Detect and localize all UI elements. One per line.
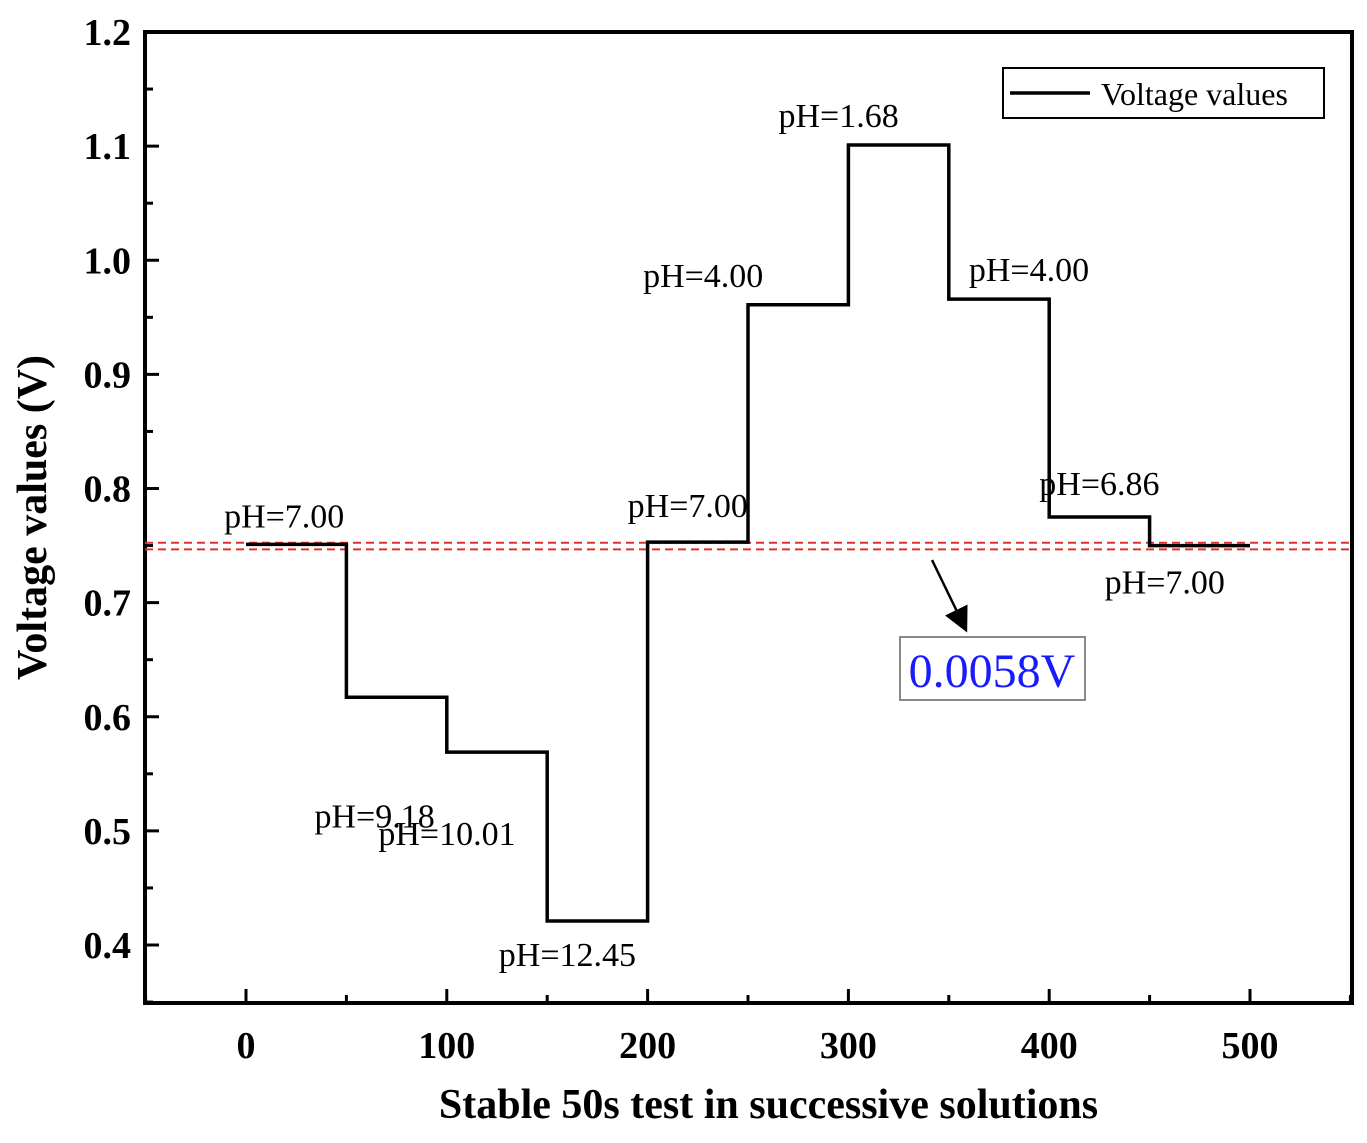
- y-tick-label: 0.8: [84, 469, 132, 511]
- ph-label: pH=7.00: [628, 488, 748, 525]
- voltage-series-line: [246, 143, 1250, 923]
- ph-label: pH=4.00: [643, 258, 763, 295]
- x-tick-label: 400: [1021, 1025, 1078, 1067]
- ph-label: pH=9.18: [314, 798, 434, 835]
- ph-label: pH=4.00: [969, 252, 1089, 289]
- voltage-difference-label: 0.0058V: [909, 645, 1076, 698]
- ph-label: pH=1.68: [778, 98, 898, 135]
- y-tick-label: 0.6: [84, 697, 132, 739]
- y-tick-label: 1.0: [84, 240, 132, 282]
- annotation-arrow: [930, 559, 968, 633]
- y-tick-label: 0.4: [84, 925, 132, 967]
- x-tick-label: 200: [619, 1025, 676, 1067]
- y-tick-label: 0.9: [84, 354, 132, 396]
- x-tick-label: 0: [237, 1025, 256, 1067]
- annotation-box: [899, 636, 1086, 701]
- ph-label: pH=10.01: [378, 816, 515, 853]
- y-tick-label: 1.1: [84, 126, 132, 168]
- x-tick-label: 300: [820, 1025, 877, 1067]
- y-tick-label: 1.2: [84, 12, 132, 54]
- x-axis-title: Stable 50s test in successive solutions: [439, 1082, 1098, 1128]
- legend-label: Voltage values: [1101, 76, 1288, 112]
- ph-label: pH=7.00: [1105, 565, 1225, 602]
- x-tick-label: 500: [1222, 1025, 1279, 1067]
- y-tick-label: 0.5: [84, 811, 132, 853]
- ph-label: pH=7.00: [224, 498, 344, 535]
- ph-label: pH=6.86: [1039, 466, 1159, 503]
- y-axis-title: Voltage values (V): [10, 355, 56, 680]
- ph-label: pH=12.45: [499, 937, 636, 974]
- y-tick-label: 0.7: [84, 583, 132, 625]
- x-tick-label: 100: [418, 1025, 475, 1067]
